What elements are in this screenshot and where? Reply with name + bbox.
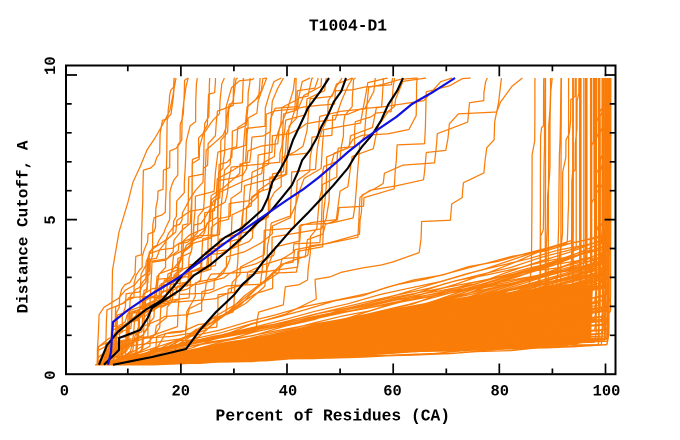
svg-text:40: 40 — [279, 382, 297, 400]
svg-text:100: 100 — [593, 382, 621, 400]
svg-text:10: 10 — [42, 56, 60, 74]
svg-text:T1004-D1: T1004-D1 — [309, 17, 387, 36]
svg-text:Distance Cutoff, A: Distance Cutoff, A — [15, 140, 33, 313]
svg-text:0: 0 — [42, 370, 60, 379]
svg-text:80: 80 — [490, 382, 508, 400]
svg-text:20: 20 — [171, 382, 189, 400]
svg-text:Percent of Residues (CA): Percent of Residues (CA) — [216, 407, 451, 426]
svg-text:5: 5 — [42, 215, 60, 224]
svg-text:0: 0 — [60, 382, 69, 400]
svg-text:60: 60 — [383, 382, 401, 400]
